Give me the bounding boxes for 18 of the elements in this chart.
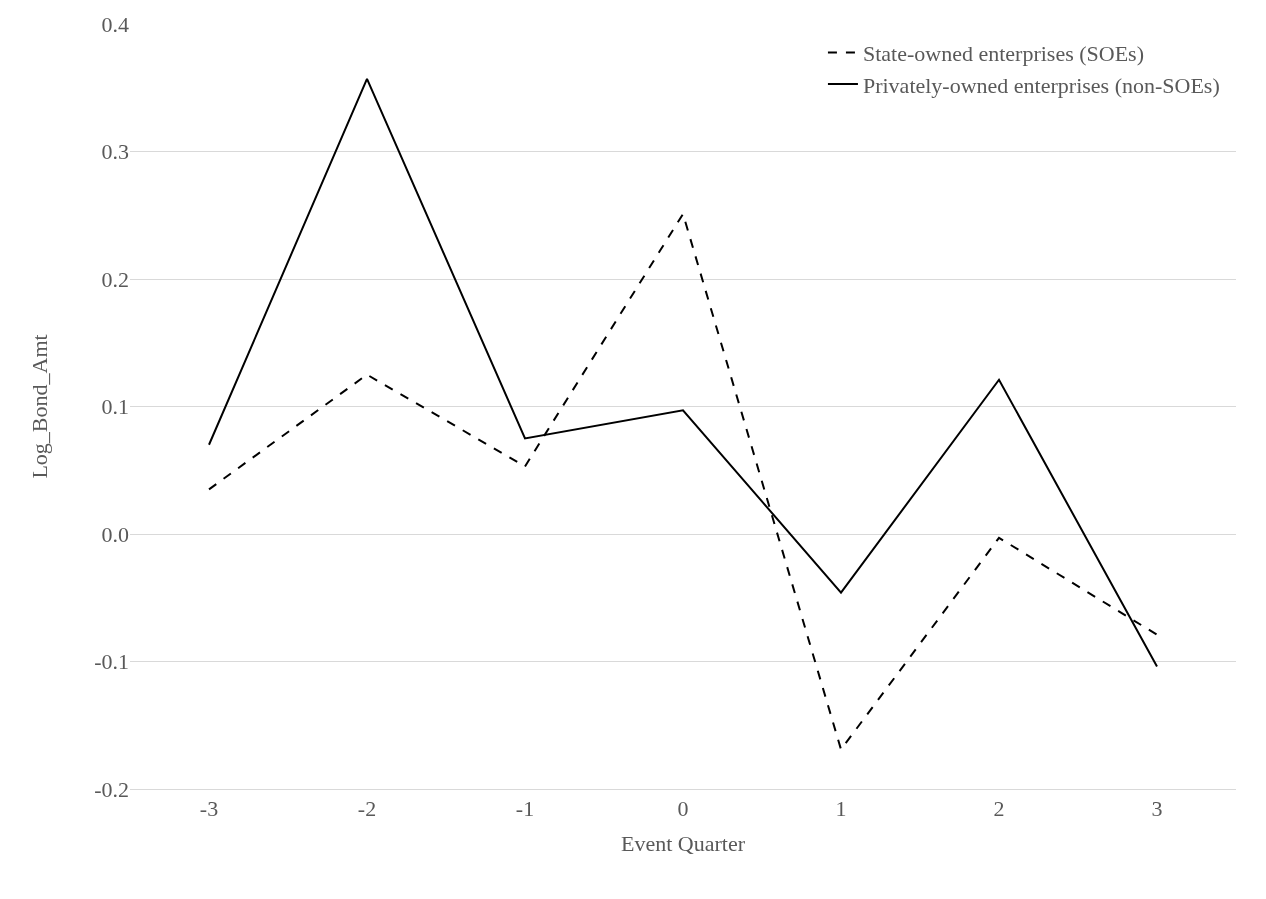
y-tick-label: 0.3 xyxy=(101,139,129,165)
y-tick-label: -0.1 xyxy=(94,649,129,675)
x-tick-label: 2 xyxy=(993,796,1005,822)
y-tick-label: 0.0 xyxy=(101,521,129,547)
y-tick-label: 0.4 xyxy=(101,11,129,37)
legend-label: State-owned enterprises (SOEs) xyxy=(862,41,1144,67)
y-tick-label: -0.2 xyxy=(94,776,129,802)
x-tick-label: -1 xyxy=(515,796,535,822)
x-tick-label: 3 xyxy=(1151,796,1163,822)
x-tick-label: -3 xyxy=(199,796,219,822)
x-axis-title: Event Quarter xyxy=(621,831,746,857)
legend-label: Privately-owned enterprises (non-SOEs) xyxy=(862,72,1220,98)
y-tick-label: 0.1 xyxy=(101,394,129,420)
y-tick-label: 0.2 xyxy=(101,266,129,292)
x-tick-label: 1 xyxy=(835,796,847,822)
x-tick-label: -2 xyxy=(357,796,377,822)
y-axis-title: Log_Bond_Amt xyxy=(26,334,52,479)
x-tick-label: 0 xyxy=(677,796,689,822)
